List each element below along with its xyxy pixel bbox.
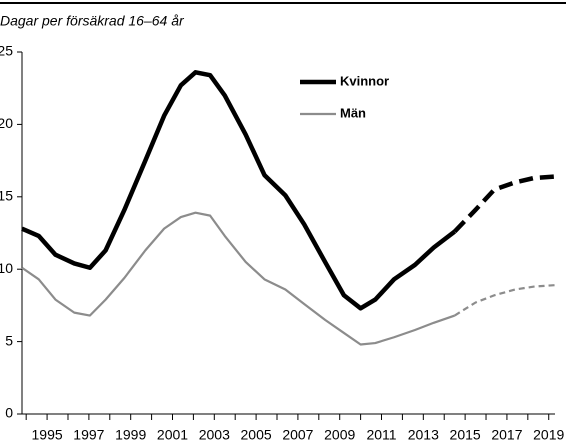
chart-subtitle: Dagar per försäkrad 16–64 år xyxy=(0,13,185,29)
y-tick-label: 10 xyxy=(0,260,13,276)
x-tick-label: 2001 xyxy=(157,427,188,443)
y-tick-label: 0 xyxy=(5,405,13,421)
x-tick-label: 2013 xyxy=(408,427,439,443)
x-tick-label: 2019 xyxy=(533,427,564,443)
legend-label: Kvinnor xyxy=(340,73,389,88)
y-tick-label: 15 xyxy=(0,188,13,204)
series-line xyxy=(21,70,457,311)
series-line xyxy=(21,211,456,346)
x-tick-label: 2011 xyxy=(366,427,396,443)
x-tick-label: 2007 xyxy=(282,427,313,443)
x-tick-label: 1997 xyxy=(73,427,104,443)
series-line-dashed xyxy=(454,284,556,317)
x-tick-label: 2005 xyxy=(241,427,272,443)
x-tick-label: 2017 xyxy=(491,427,522,443)
legend-label: Män xyxy=(340,105,366,120)
y-tick-label: 25 xyxy=(0,43,13,59)
x-tick-label: 2015 xyxy=(450,427,481,443)
x-tick-label: 1995 xyxy=(32,427,63,443)
y-tick-label: 5 xyxy=(5,332,13,348)
y-tick-label: 20 xyxy=(0,115,13,131)
x-tick-label: 1999 xyxy=(115,427,146,443)
x-tick-label: 2009 xyxy=(324,427,355,443)
series-line-dashed xyxy=(453,174,556,234)
x-tick-label: 2003 xyxy=(199,427,230,443)
